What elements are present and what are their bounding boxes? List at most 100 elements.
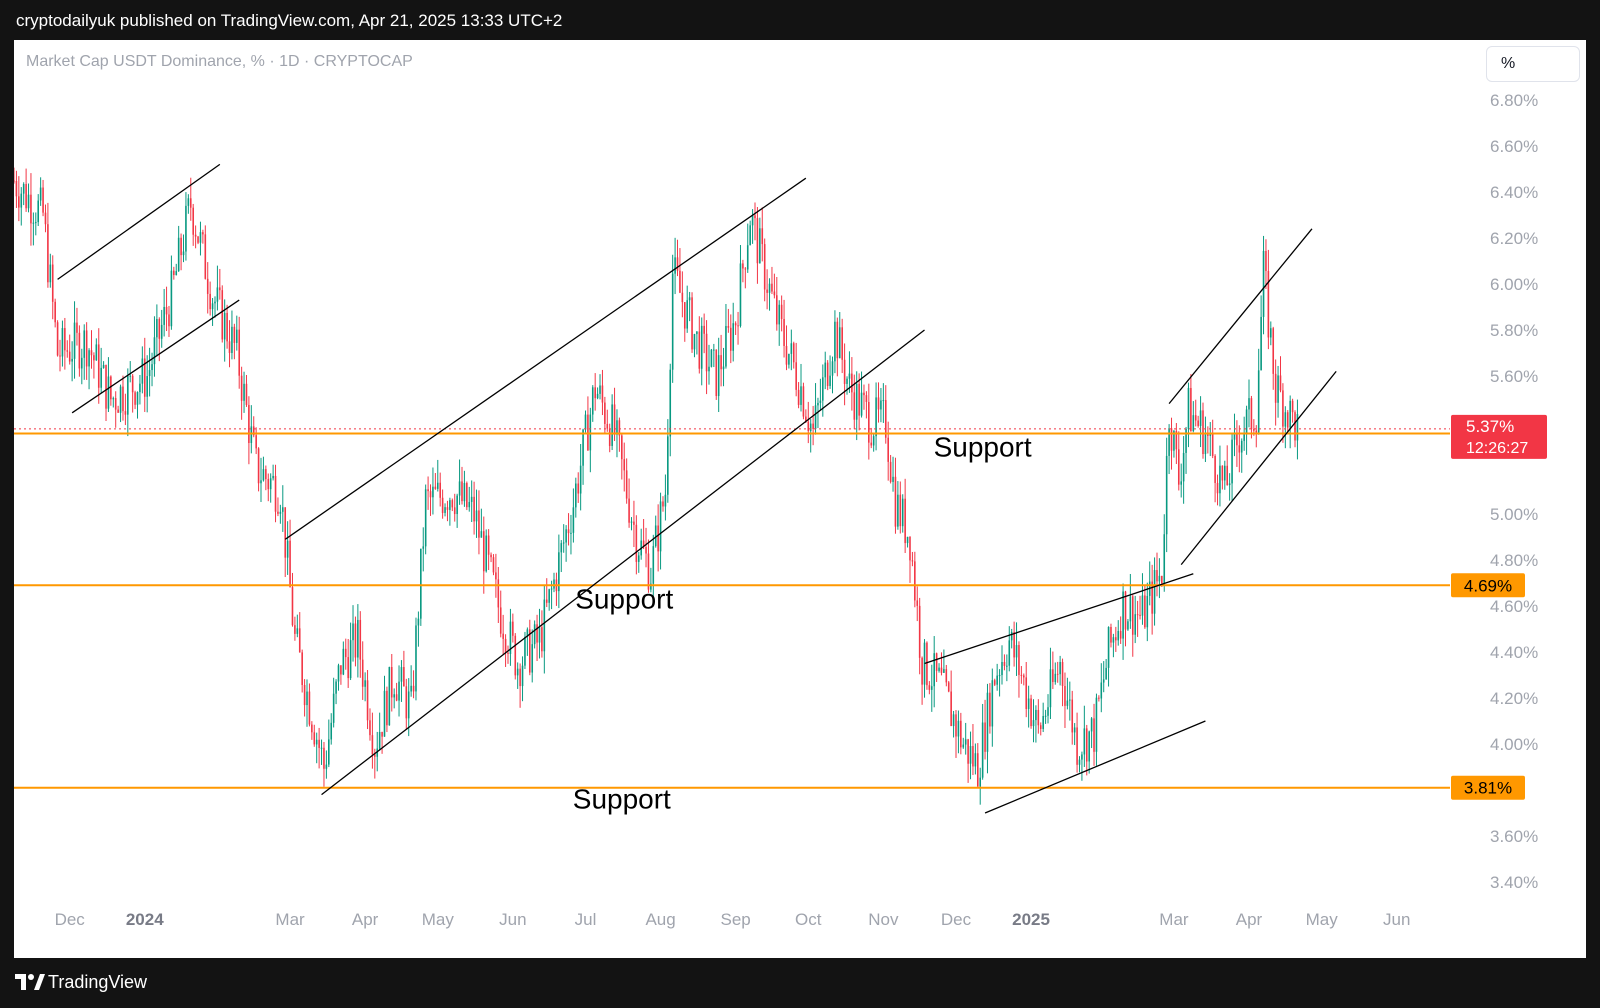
candle-body (83, 330, 86, 358)
candle-body (863, 392, 865, 396)
candle-body (114, 398, 117, 410)
candle-body (691, 297, 693, 350)
candle-body (608, 428, 611, 446)
candle-body (538, 627, 541, 643)
candle-body (1296, 414, 1299, 441)
chart-panel[interactable]: Market Cap USDT Dominance, % · 1D · CRYP… (14, 40, 1586, 958)
candle-body (267, 479, 270, 490)
candle-body (763, 244, 766, 290)
candle-body (996, 675, 998, 685)
candle-body (499, 607, 502, 634)
candle-body (37, 200, 40, 223)
candle-body (168, 314, 170, 327)
candle-body (1240, 440, 1243, 453)
candle-body (313, 732, 316, 745)
candle-body (1265, 250, 1267, 271)
candle-body (841, 327, 843, 360)
candle-body (1253, 429, 1255, 431)
price-chart[interactable]: Market Cap USDT Dominance, % · 1D · CRYP… (14, 40, 1586, 958)
candle-body (652, 546, 655, 584)
candle-body (853, 392, 856, 420)
candle-body (1047, 707, 1049, 716)
candle-body (681, 292, 684, 303)
candle-body (163, 306, 165, 325)
candle-body (1105, 667, 1107, 680)
candle-body (1076, 727, 1078, 765)
candle-body (725, 326, 727, 367)
candle-body (734, 323, 737, 326)
x-tick-label: 2024 (126, 910, 164, 929)
candle-body (1039, 725, 1042, 730)
candle-body (366, 680, 369, 721)
candle-body (412, 685, 415, 692)
candle-body (1100, 682, 1103, 699)
candle-body (1161, 575, 1163, 584)
candle-body (124, 411, 127, 415)
candle-body (1107, 627, 1110, 668)
candle-body (272, 475, 274, 479)
candle-body (591, 387, 594, 415)
candle-body (303, 685, 306, 706)
candle-body (519, 668, 521, 687)
candle-body (279, 511, 282, 514)
candle-body (211, 303, 214, 310)
candle-body (383, 690, 386, 737)
candle-body (717, 355, 720, 397)
candle-body (233, 326, 236, 343)
candle-body (1006, 665, 1008, 667)
candle-body (485, 535, 488, 572)
candle-body (727, 326, 730, 328)
candle-body (1027, 698, 1030, 709)
candle-body (335, 681, 337, 694)
candle-body (507, 652, 509, 654)
candle-body (565, 529, 567, 543)
candle-body (877, 397, 880, 410)
candle-body (88, 350, 90, 367)
unit-toggle-button[interactable]: % (1486, 46, 1580, 82)
candle-body (1151, 581, 1153, 614)
candle-body (659, 501, 662, 552)
candle-body (291, 587, 294, 626)
candle-body (456, 495, 458, 515)
support-annotation: Support (575, 583, 673, 614)
candle-body (453, 507, 456, 515)
candle-body (185, 205, 187, 252)
candle-body (1044, 715, 1047, 717)
candle-body (846, 378, 848, 384)
candle-body (461, 481, 463, 502)
candle-body (531, 644, 534, 673)
candle-body (1025, 677, 1028, 709)
candle-body (1182, 452, 1185, 482)
candle-body (901, 498, 904, 527)
x-tick-label: Nov (868, 910, 899, 929)
candle-body (930, 686, 933, 690)
candle-body (1030, 698, 1032, 727)
candle-body (851, 373, 853, 393)
candle-body (616, 420, 618, 435)
published-line: cryptodailyuk published on TradingView.c… (16, 11, 563, 30)
candle-body (892, 476, 894, 482)
candle-body (524, 636, 526, 666)
x-tick-label: Mar (1159, 910, 1189, 929)
candle-body (100, 367, 102, 388)
candle-body (533, 624, 536, 645)
candle-body (875, 397, 877, 437)
candle-body (192, 207, 194, 235)
candle-body (1102, 679, 1105, 683)
candle-body (54, 301, 56, 323)
candle-body (1209, 433, 1212, 436)
candle-body (914, 561, 916, 601)
candle-body (560, 543, 563, 553)
candle-body (95, 344, 98, 361)
candle-body (281, 507, 284, 512)
candle-body (1141, 595, 1144, 616)
candle-body (337, 665, 340, 682)
candle-body (342, 648, 345, 675)
candle-body (870, 442, 873, 446)
candle-body (826, 362, 829, 386)
candle-body (470, 496, 473, 502)
candle-body (284, 507, 287, 558)
candle-body (27, 194, 30, 209)
candle-body (938, 667, 940, 671)
candle-body (759, 228, 761, 264)
